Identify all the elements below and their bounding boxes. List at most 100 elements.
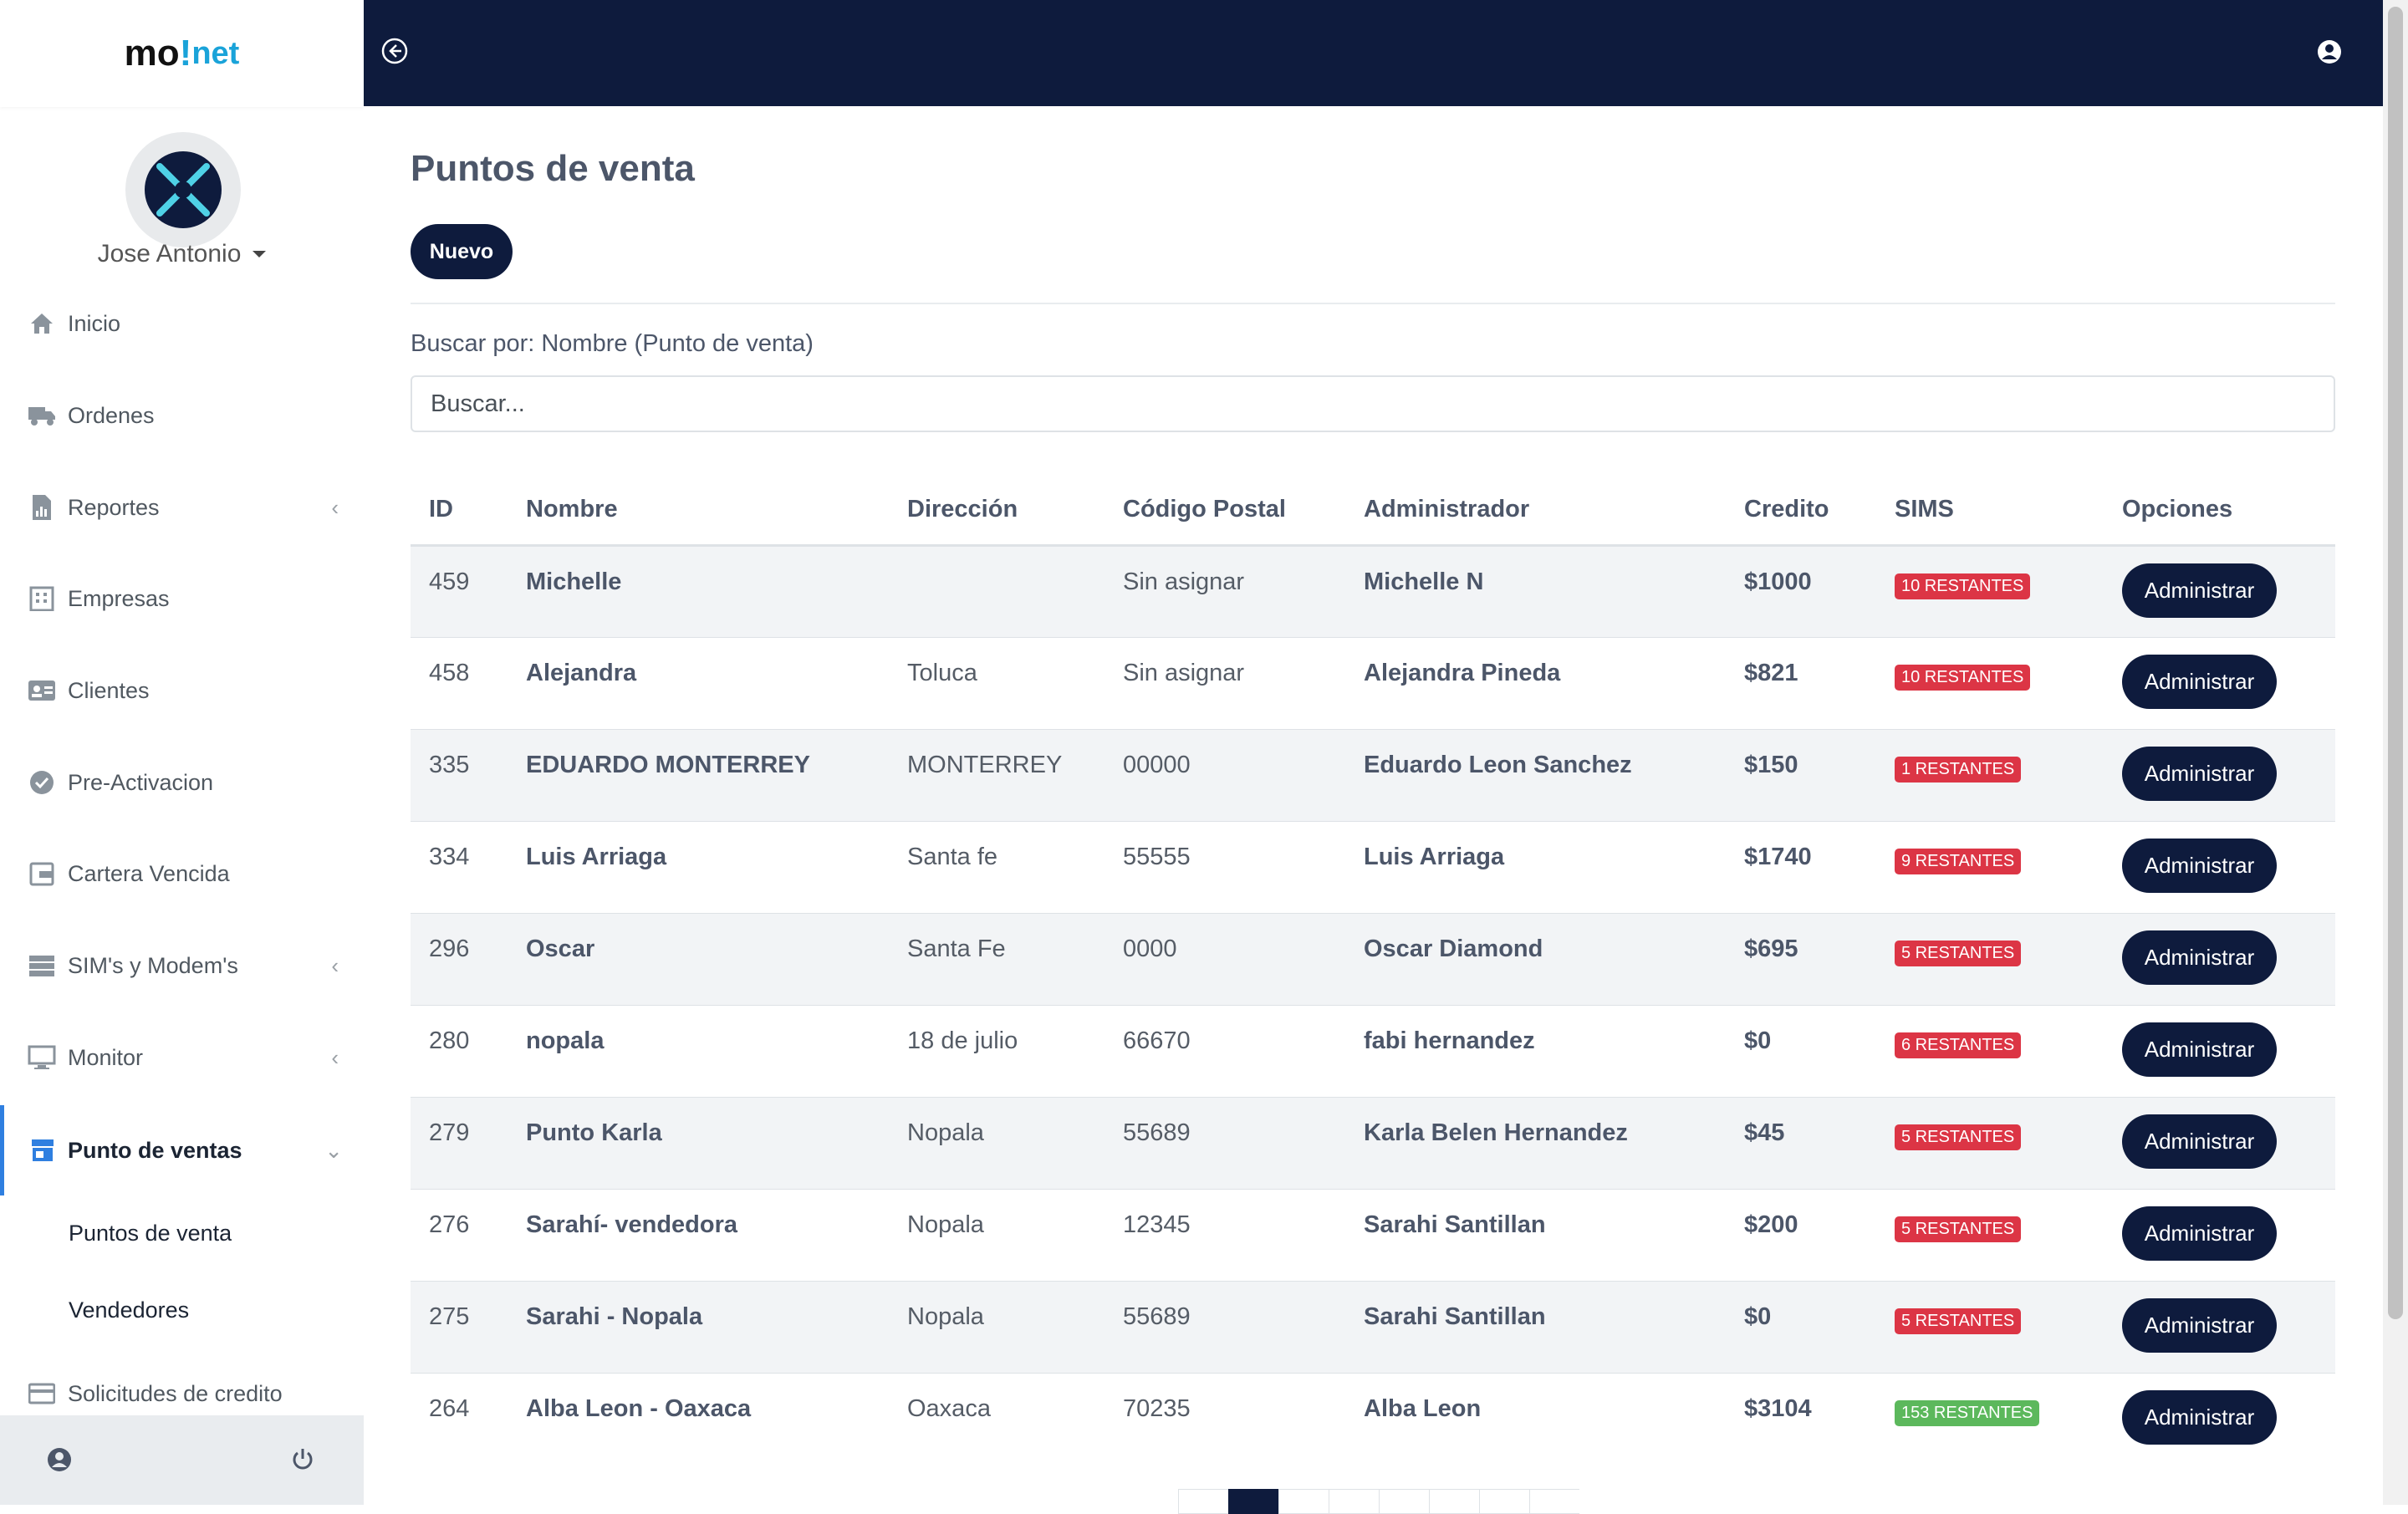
cell-codigo-postal: 55689 <box>1105 1281 1345 1374</box>
cell-nombre: Oscar <box>508 913 889 1006</box>
sidebar-item-label: Cartera Vencida <box>68 860 230 886</box>
administrar-button[interactable]: Administrar <box>2122 1298 2277 1353</box>
cell-credito: $0 <box>1726 1005 1876 1098</box>
sidebar-item-label: Punto de ventas <box>68 1137 242 1163</box>
column-header-opciones: Opciones <box>2104 475 2335 547</box>
pagination-page[interactable] <box>1379 1489 1429 1514</box>
column-header-credito[interactable]: Credito <box>1726 475 1876 547</box>
profile-icon[interactable] <box>47 1447 72 1476</box>
cell-credito: $1740 <box>1726 821 1876 914</box>
cell-credito: $821 <box>1726 637 1876 730</box>
table-row: 459 Michelle Sin asignar Michelle N $1000 10 … <box>411 545 2335 638</box>
wallet-icon <box>27 859 57 889</box>
cell-id: 458 <box>411 637 508 730</box>
cell-direccion: Oaxaca <box>889 1373 1105 1466</box>
cell-id: 296 <box>411 913 508 1006</box>
cell-codigo-postal: 55555 <box>1105 821 1345 914</box>
cell-administrador: Sarahi Santillan <box>1345 1189 1726 1282</box>
table-row: 280 nopala 18 de julio 66670 fabi hernandez $… <box>411 1005 2335 1098</box>
cell-sims: 5 RESTANTES <box>1876 1189 2104 1282</box>
pagination-page[interactable] <box>1429 1489 1479 1514</box>
new-button[interactable]: Nuevo <box>411 224 513 279</box>
sims-remaining-badge: 6 RESTANTES <box>1895 1032 2022 1058</box>
administrar-button[interactable]: Administrar <box>2122 747 2277 801</box>
sidebar-item-reportes[interactable]: Reportes ‹ <box>0 481 364 534</box>
administrar-button[interactable]: Administrar <box>2122 930 2277 985</box>
collapse-sidebar-icon[interactable] <box>380 37 409 69</box>
sidebar-item-solicitudes-credito[interactable]: Solicitudes de credito <box>0 1367 364 1420</box>
sidebar-item-inicio[interactable]: Inicio <box>0 297 364 350</box>
sims-remaining-badge: 1 RESTANTES <box>1895 757 2022 782</box>
cell-credito: $45 <box>1726 1097 1876 1190</box>
user-name: Jose Antonio <box>97 240 242 268</box>
column-header-nombre[interactable]: Nombre <box>508 475 889 547</box>
cell-direccion: Nopala <box>889 1097 1105 1190</box>
search-input[interactable] <box>411 375 2335 432</box>
sidebar-subitem-puntos-de-venta[interactable]: Puntos de venta <box>69 1221 232 1246</box>
sidebar-item-cartera-vencida[interactable]: Cartera Vencida <box>0 847 364 900</box>
cell-opciones: Administrar <box>2104 545 2335 638</box>
cell-administrador: Sarahi Santillan <box>1345 1281 1726 1374</box>
table-row: 335 EDUARDO MONTERREY MONTERREY 00000 Eduard… <box>411 729 2335 822</box>
caret-down-icon <box>253 251 267 257</box>
column-header-direccion[interactable]: Dirección <box>889 475 1105 547</box>
table-body: 459 Michelle Sin asignar Michelle N $1000 10 … <box>411 545 2335 1466</box>
cell-sims: 10 RESTANTES <box>1876 545 2104 638</box>
building-icon <box>27 584 57 614</box>
cell-id: 275 <box>411 1281 508 1374</box>
sidebar-item-label: Ordenes <box>68 402 155 428</box>
sidebar-item-clientes[interactable]: Clientes <box>0 664 364 717</box>
table-row: 296 Oscar Santa Fe 0000 Oscar Diamond $695 5 R… <box>411 913 2335 1006</box>
sidebar-item-label: Inicio <box>68 310 121 336</box>
sidebar-item-sims-modems[interactable]: SIM's y Modem's ‹ <box>0 939 364 992</box>
cell-credito: $200 <box>1726 1189 1876 1282</box>
cell-id: 264 <box>411 1373 508 1466</box>
pagination-page[interactable] <box>1329 1489 1379 1514</box>
column-header-id[interactable]: ID <box>411 475 508 547</box>
sidebar-item-monitor[interactable]: Monitor ‹ <box>0 1031 364 1084</box>
administrar-button[interactable]: Administrar <box>2122 655 2277 709</box>
sidebar-item-empresas[interactable]: Empresas <box>0 572 364 625</box>
sidebar-item-label: Reportes <box>68 494 160 520</box>
cell-administrador: Oscar Diamond <box>1345 913 1726 1006</box>
sidebar-item-pre-activacion[interactable]: Pre-Activacion <box>0 756 364 809</box>
pagination-page[interactable] <box>1479 1489 1529 1514</box>
sidebar-item-label: SIM's y Modem's <box>68 952 238 978</box>
power-icon[interactable] <box>291 1447 314 1476</box>
table-header-row: ID Nombre Dirección Código Postal Admini… <box>411 475 2335 547</box>
avatar[interactable] <box>125 132 241 247</box>
sidebar-item-ordenes[interactable]: Ordenes <box>0 389 364 442</box>
sims-remaining-badge: 10 RESTANTES <box>1895 665 2031 691</box>
administrar-button[interactable]: Administrar <box>2122 839 2277 893</box>
administrar-button[interactable]: Administrar <box>2122 1390 2277 1445</box>
column-header-sims[interactable]: SIMS <box>1876 475 2104 547</box>
sidebar-item-punto-de-ventas[interactable]: Punto de ventas ⌄ <box>0 1105 364 1195</box>
cell-opciones: Administrar <box>2104 1005 2335 1098</box>
pagination-page[interactable] <box>1278 1489 1329 1514</box>
cell-direccion: Santa Fe <box>889 913 1105 1006</box>
cell-sims: 5 RESTANTES <box>1876 1097 2104 1190</box>
column-header-codigo-postal[interactable]: Código Postal <box>1105 475 1345 547</box>
scrollbar-thumb[interactable] <box>2388 7 2403 1319</box>
administrar-button[interactable]: Administrar <box>2122 1206 2277 1261</box>
cell-administrador: Alba Leon <box>1345 1373 1726 1466</box>
sidebar-subitem-vendedores[interactable]: Vendedores <box>69 1297 190 1323</box>
user-menu[interactable]: Jose Antonio <box>0 237 364 271</box>
cell-codigo-postal: 70235 <box>1105 1373 1345 1466</box>
administrar-button[interactable]: Administrar <box>2122 563 2277 618</box>
pagination-page[interactable] <box>1529 1489 1579 1514</box>
cell-direccion: Santa fe <box>889 821 1105 914</box>
pagination-current-page[interactable] <box>1228 1489 1278 1514</box>
cell-opciones: Administrar <box>2104 913 2335 1006</box>
app-logo[interactable]: mo! net <box>0 0 364 107</box>
administrar-button[interactable]: Administrar <box>2122 1114 2277 1169</box>
column-header-administrador[interactable]: Administrador <box>1345 475 1726 547</box>
cell-codigo-postal: Sin asignar <box>1105 637 1345 730</box>
cell-id: 335 <box>411 729 508 822</box>
sims-remaining-badge: 10 RESTANTES <box>1895 573 2031 599</box>
administrar-button[interactable]: Administrar <box>2122 1022 2277 1077</box>
pagination-page[interactable] <box>1178 1489 1228 1514</box>
divider <box>411 303 2335 304</box>
store-icon <box>28 1135 58 1165</box>
user-profile-icon[interactable] <box>2317 39 2342 69</box>
